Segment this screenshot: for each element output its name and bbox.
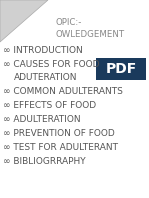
Text: ADUTERATION: ADUTERATION — [14, 73, 77, 82]
Text: ∞ INTRODUCTION: ∞ INTRODUCTION — [3, 46, 83, 55]
Text: ∞ COMMON ADULTERANTS: ∞ COMMON ADULTERANTS — [3, 87, 123, 96]
Text: ∞ EFFECTS OF FOOD: ∞ EFFECTS OF FOOD — [3, 101, 96, 110]
Polygon shape — [0, 0, 48, 42]
Text: OPIC:-: OPIC:- — [55, 18, 81, 27]
Text: OWLEDGEMENT: OWLEDGEMENT — [55, 30, 124, 39]
Text: ∞ ADULTERATION: ∞ ADULTERATION — [3, 115, 81, 124]
Text: ∞ PREVENTION OF FOOD: ∞ PREVENTION OF FOOD — [3, 129, 115, 138]
Text: ∞ CAUSES FOR FOOD: ∞ CAUSES FOR FOOD — [3, 60, 100, 69]
Bar — [96, 58, 146, 80]
Text: PDF: PDF — [105, 62, 137, 76]
Text: ∞ BIBLIOGRRAPHY: ∞ BIBLIOGRRAPHY — [3, 157, 86, 166]
Text: ∞ TEST FOR ADULTERANT: ∞ TEST FOR ADULTERANT — [3, 143, 118, 152]
